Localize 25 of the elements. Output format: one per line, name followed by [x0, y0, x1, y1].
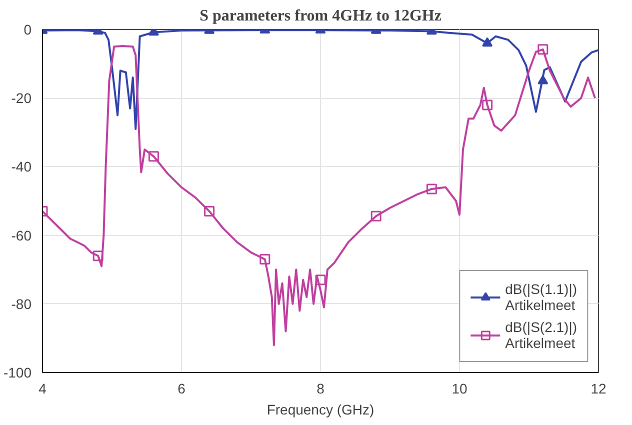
point — [92, 250, 104, 262]
y-tick-label: 0 — [24, 22, 32, 38]
x-tick-label: 10 — [452, 380, 468, 396]
point — [315, 274, 326, 286]
x-tick-label: 12 — [590, 380, 606, 396]
y-tick-label: -60 — [11, 227, 32, 244]
point — [482, 100, 493, 110]
y-tick-label: -20 — [11, 90, 32, 106]
y-tick-label: -80 — [11, 296, 32, 312]
x-tick-label: 8 — [316, 380, 325, 396]
point — [148, 151, 159, 162]
chart-title: S parameters from 4GHz to 12GHz — [200, 8, 442, 24]
x-tick-label: 6 — [178, 380, 186, 396]
x-axis-title: Frequency (GHz) — [266, 402, 374, 418]
point — [538, 44, 548, 55]
x-tick-label: 4 — [38, 380, 47, 396]
point — [426, 184, 437, 194]
y-tick-label: -100 — [3, 364, 32, 380]
point — [370, 210, 382, 222]
point — [260, 254, 270, 265]
legend-label: dB(|S(1.1)|) Artikelmeet — [505, 281, 577, 313]
legend-label: dB(|S(2.1)|) Artikelmeet — [505, 319, 577, 351]
point — [204, 206, 215, 217]
y-tick-label: -40 — [11, 158, 32, 175]
line-series — [42, 44, 596, 346]
